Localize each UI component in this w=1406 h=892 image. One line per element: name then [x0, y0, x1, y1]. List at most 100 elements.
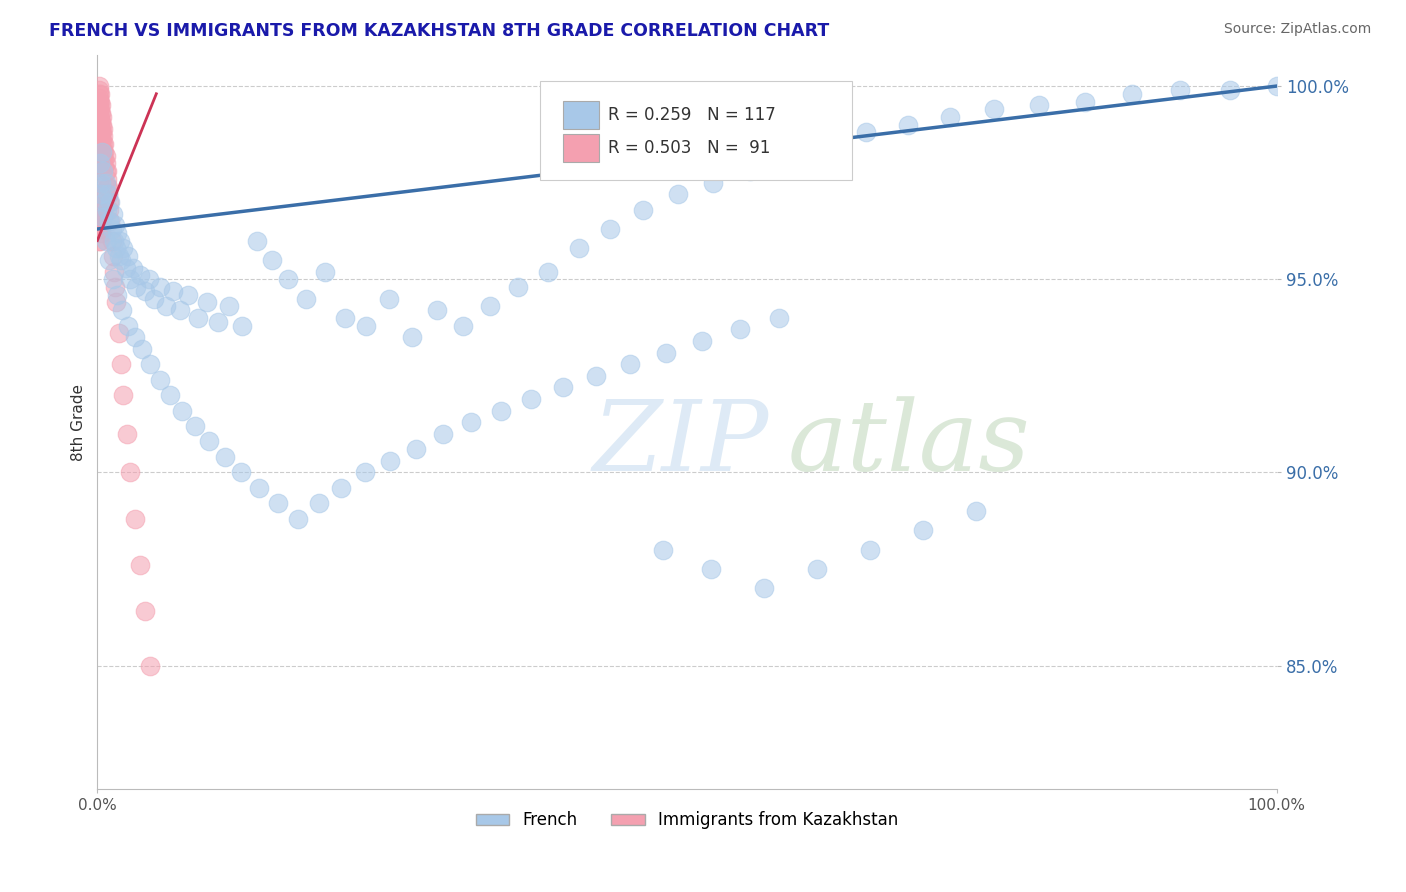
Point: [619, 357, 641, 371]
Point: [432, 426, 454, 441]
Y-axis label: 8th Grade: 8th Grade: [72, 384, 86, 460]
Point: [87, 199, 110, 213]
Point: [666, 187, 689, 202]
Point: [93, 136, 115, 151]
Point: [96, 202, 118, 217]
Point: [89, 118, 111, 132]
Point: [90, 145, 112, 159]
Point: [112, 241, 135, 255]
Point: [169, 303, 191, 318]
Point: [652, 542, 675, 557]
Point: [91, 129, 114, 144]
Point: [108, 234, 131, 248]
Text: R = 0.503   N =  91: R = 0.503 N = 91: [607, 138, 770, 157]
Point: [98, 194, 121, 209]
Point: [314, 264, 336, 278]
Point: [87, 211, 110, 225]
Point: [87, 87, 110, 101]
FancyBboxPatch shape: [564, 101, 599, 128]
Point: [308, 496, 330, 510]
Point: [87, 118, 110, 132]
Point: [1265, 78, 1288, 93]
Point: [89, 187, 111, 202]
Point: [93, 160, 115, 174]
Point: [87, 153, 110, 167]
Point: [356, 318, 378, 333]
Point: [90, 214, 112, 228]
Point: [97, 179, 120, 194]
Text: R = 0.259   N = 117: R = 0.259 N = 117: [607, 105, 776, 124]
Point: [90, 129, 112, 144]
Point: [94, 164, 117, 178]
Point: [599, 222, 621, 236]
Point: [107, 226, 129, 240]
Point: [489, 403, 512, 417]
Point: [90, 136, 112, 151]
Point: [89, 199, 111, 213]
Point: [125, 280, 148, 294]
Point: [112, 388, 135, 402]
Point: [1168, 83, 1191, 97]
Point: [520, 392, 543, 406]
Point: [89, 102, 111, 116]
Point: [98, 214, 121, 228]
Point: [405, 442, 427, 457]
Point: [105, 295, 128, 310]
Point: [104, 218, 127, 232]
Point: [585, 368, 607, 383]
Point: [89, 234, 111, 248]
Point: [124, 512, 146, 526]
Point: [97, 187, 120, 202]
Point: [91, 153, 114, 167]
Point: [94, 234, 117, 248]
Point: [117, 318, 139, 333]
Point: [93, 145, 115, 159]
Point: [89, 156, 111, 170]
Point: [231, 318, 253, 333]
Point: [91, 136, 114, 151]
Point: [939, 110, 962, 124]
Point: [91, 121, 114, 136]
Point: [89, 125, 111, 139]
Point: [87, 148, 110, 162]
Point: [87, 90, 110, 104]
Point: [89, 148, 111, 162]
Point: [89, 211, 111, 225]
Point: [87, 133, 110, 147]
Point: [1028, 98, 1050, 112]
Point: [277, 272, 299, 286]
Point: [87, 95, 110, 109]
Text: ZIP: ZIP: [593, 397, 769, 491]
Point: [91, 141, 114, 155]
Point: [87, 121, 110, 136]
Point: [96, 171, 118, 186]
Point: [107, 287, 129, 301]
Point: [177, 287, 200, 301]
Point: [330, 481, 353, 495]
Point: [87, 106, 110, 120]
Point: [91, 145, 114, 159]
Point: [537, 264, 560, 278]
Point: [806, 562, 828, 576]
Point: [98, 194, 121, 209]
Point: [260, 252, 283, 267]
Point: [692, 334, 714, 348]
Point: [124, 330, 146, 344]
Point: [207, 315, 229, 329]
Point: [101, 272, 124, 286]
Point: [89, 87, 111, 101]
Point: [93, 194, 115, 209]
Point: [401, 330, 423, 344]
Point: [139, 658, 162, 673]
Point: [633, 202, 655, 217]
Point: [97, 187, 120, 202]
Point: [159, 388, 181, 402]
FancyBboxPatch shape: [564, 134, 599, 161]
Point: [131, 342, 153, 356]
Point: [195, 295, 218, 310]
Point: [87, 113, 110, 128]
Point: [104, 280, 127, 294]
Point: [214, 450, 236, 464]
Point: [94, 156, 117, 170]
Point: [89, 133, 111, 147]
